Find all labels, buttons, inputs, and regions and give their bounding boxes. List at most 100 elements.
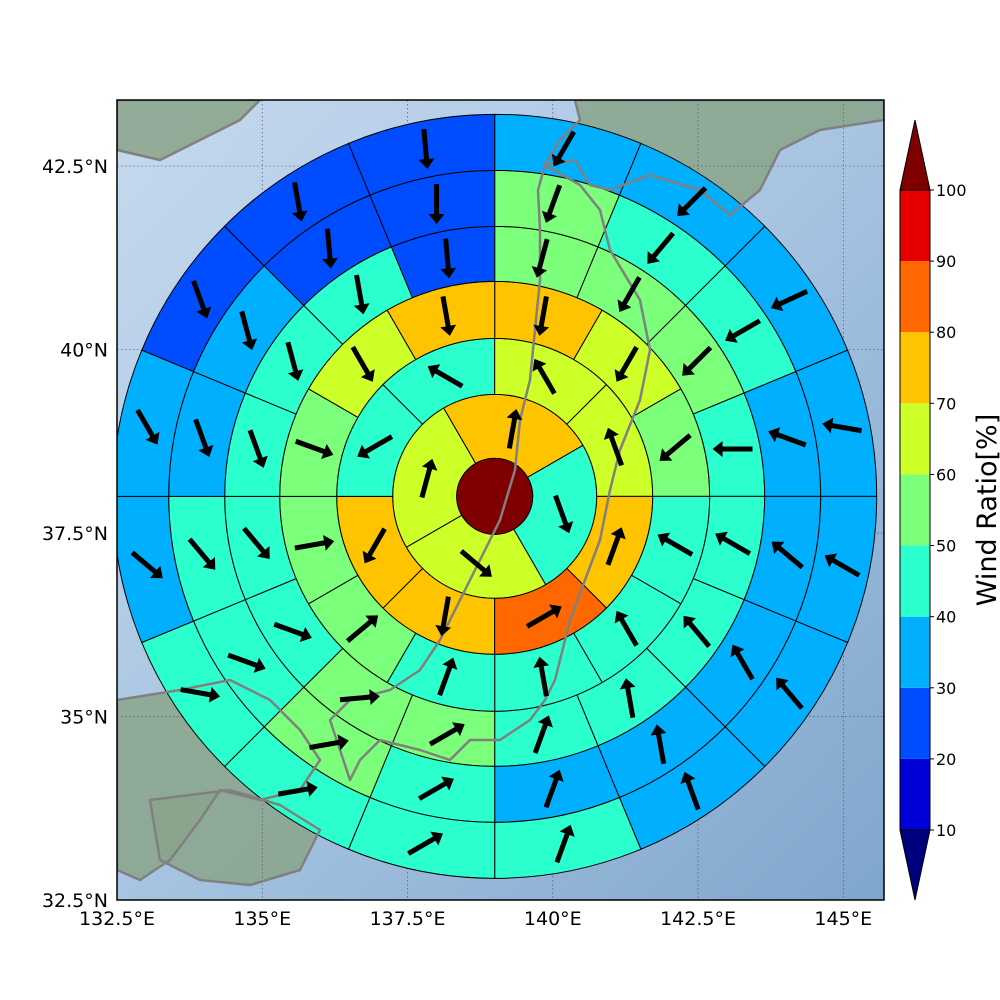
wind-arrow xyxy=(525,604,562,629)
wind-arrow xyxy=(647,231,676,264)
wind-arrow xyxy=(437,657,458,697)
wind-arrow xyxy=(418,128,435,170)
wind-arrow xyxy=(532,358,557,395)
land-shape xyxy=(545,100,884,215)
wind-arrow xyxy=(291,181,308,222)
wind-arrow xyxy=(614,610,639,647)
wind-arrow xyxy=(533,296,550,336)
colorbar-tick-label: 90 xyxy=(936,252,956,271)
wind-arrow xyxy=(715,531,752,556)
y-tick-label: 35°N xyxy=(60,707,108,729)
wind-arrow xyxy=(617,276,642,313)
wind-arrow xyxy=(191,280,212,319)
wind-arrow xyxy=(771,541,804,570)
wind-arrow xyxy=(619,678,636,719)
wind-arrows xyxy=(130,128,863,864)
wind-arrow xyxy=(285,341,304,381)
wind-arrow xyxy=(294,534,335,551)
wind-arrow xyxy=(239,310,258,351)
wind-arrow xyxy=(440,296,457,336)
wind-arrow xyxy=(428,722,465,747)
colorbar-tick-label: 40 xyxy=(936,608,956,627)
colorbar-segment xyxy=(900,474,930,546)
wind-arrow xyxy=(541,184,563,223)
wind-arrow xyxy=(730,644,755,681)
wind-arrow xyxy=(130,550,163,579)
wind-arrow xyxy=(776,677,804,710)
colorbar-tick-label: 80 xyxy=(936,323,956,342)
wind-arrow xyxy=(417,776,454,801)
center-disk xyxy=(456,457,534,535)
wind-ratio-sectors xyxy=(117,113,878,879)
y-tick-label: 42.5°N xyxy=(42,156,108,178)
x-tick-label: 142.5°E xyxy=(660,908,736,930)
wind-arrow xyxy=(180,686,221,703)
map-frame xyxy=(116,99,885,901)
y-tick-label: 32.5°N xyxy=(42,890,108,912)
x-tick-label: 145°E xyxy=(814,908,872,930)
land-shape xyxy=(117,100,260,160)
wind-arrow xyxy=(193,418,214,457)
colorbar-extend-min xyxy=(899,829,931,901)
wind-arrow xyxy=(712,441,753,458)
coast-line xyxy=(543,100,884,217)
wind-arrow xyxy=(551,130,576,167)
colorbar-segment xyxy=(900,261,930,333)
colorbar: 10 20 30 40 50 60 70 80 90 100 xyxy=(899,119,967,901)
colorbar-segment xyxy=(900,190,930,262)
wind-arrow xyxy=(419,458,438,499)
colorbar-segment xyxy=(900,545,930,617)
map-panel xyxy=(117,100,884,900)
wind-arrow xyxy=(339,689,380,706)
colorbar-tick-label: 50 xyxy=(936,537,956,556)
wind-arrow xyxy=(357,434,394,459)
colorbar-frame xyxy=(899,189,931,831)
wind-arrow xyxy=(277,781,318,797)
wind-arrow xyxy=(770,288,809,312)
wind-arrow xyxy=(533,656,550,697)
colorbar-tick-label: 20 xyxy=(936,750,956,769)
wind-arrow xyxy=(532,715,553,754)
wind-arrow xyxy=(308,734,349,751)
wind-arrow xyxy=(657,532,694,557)
colorbar-segment xyxy=(900,616,930,688)
colorbar-segment xyxy=(900,687,930,759)
wind-arrow xyxy=(543,769,564,809)
wind-arrow xyxy=(725,318,762,343)
colorbar-segment xyxy=(900,758,930,830)
wind-arrow xyxy=(435,596,452,637)
wind-arrow xyxy=(822,417,863,434)
wind-arrow xyxy=(531,238,550,278)
wind-arrow xyxy=(362,527,387,564)
wind-arrow xyxy=(682,345,713,376)
colorbar-tick-label: 30 xyxy=(936,679,956,698)
colorbar-label: Wind Ratio[%] xyxy=(972,414,1000,606)
wind-arrow xyxy=(345,615,379,643)
wind-arrow xyxy=(427,364,464,389)
coast-line xyxy=(328,163,652,782)
colorbar-tick-label: 10 xyxy=(936,821,956,840)
wind-arrow xyxy=(659,433,692,461)
wind-arrow xyxy=(242,526,270,559)
x-tick-label: 135°E xyxy=(233,908,291,930)
wind-arrow xyxy=(273,621,312,642)
land-shape xyxy=(150,790,320,885)
wind-arrow xyxy=(440,238,457,279)
wind-arrow xyxy=(680,771,701,811)
latitude-ticks: 42.5°N 40°N 37.5°N 35°N 32.5°N xyxy=(42,156,108,912)
wind-arrow xyxy=(683,615,712,648)
wind-arrow xyxy=(187,537,216,570)
wind-arrow xyxy=(614,345,639,382)
coast-line xyxy=(148,788,322,887)
wind-arrow xyxy=(459,549,492,577)
wind-arrow xyxy=(353,274,370,315)
wind-arrow xyxy=(227,652,266,673)
wind-arrow xyxy=(506,409,523,449)
y-tick-label: 40°N xyxy=(60,340,108,362)
wind-arrow xyxy=(135,408,160,445)
wind-arrow xyxy=(322,228,338,269)
wind-arrow xyxy=(605,527,626,566)
wind-arrow xyxy=(824,553,861,578)
wind-arrow xyxy=(294,438,334,459)
